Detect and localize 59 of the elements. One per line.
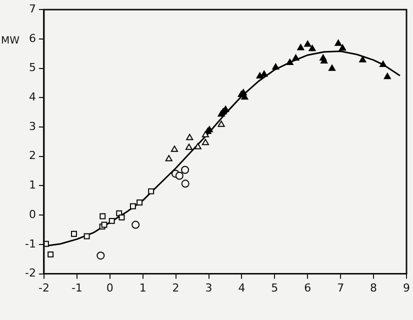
point [70,230,77,237]
x-tick-label: 1 [139,281,146,294]
point [256,72,264,78]
x-tick-label: 9 [403,281,410,294]
point [334,40,342,46]
point [202,138,209,146]
point [359,56,366,62]
point [384,72,391,80]
point [96,252,105,260]
y-tick-label: 5 [28,61,36,74]
point [136,199,143,206]
y-tick-label: 4 [28,90,36,104]
point [108,218,115,224]
point [272,63,280,70]
point [218,120,225,127]
y-tick-label: 0 [28,208,36,221]
y-tick-label: -2 [25,266,36,280]
point [304,40,312,47]
point [165,155,172,162]
x-tick-label: 4 [238,281,246,294]
point [297,44,304,50]
point [339,44,346,51]
point [292,54,300,61]
point [380,60,387,68]
point [286,58,294,65]
y-tick-label: 2 [28,149,36,162]
point [48,251,54,258]
point [118,214,125,220]
point [260,70,268,77]
point [130,203,136,210]
y-tick-label: 7 [28,2,36,16]
point [202,130,209,138]
y-tick-label: -1 [25,237,36,250]
point [148,188,154,194]
point [170,146,178,152]
x-tick-label: 2 [172,281,180,294]
x-tick-label: 3 [205,281,212,294]
x-tick-label: 0 [106,281,114,294]
point [308,44,316,52]
point [194,142,202,150]
x-tick-label: 8 [370,281,378,294]
y-axis-title: MW [1,36,20,47]
point [175,172,184,180]
x-tick-label: -2 [38,281,50,294]
x-tick-label: 6 [304,281,312,294]
point [186,134,194,140]
y-tick-label: 6 [28,32,36,45]
point [84,233,90,240]
point [185,144,193,150]
x-tick-label: 5 [271,281,278,294]
x-tick-label: -1 [71,281,82,294]
y-tick-label: 3 [28,120,36,133]
x-tick-label: 7 [337,281,344,294]
y-tick-label: 1 [28,178,36,192]
point [328,64,336,71]
point [181,180,190,188]
point [100,213,106,220]
point [132,220,140,229]
point [181,166,190,174]
